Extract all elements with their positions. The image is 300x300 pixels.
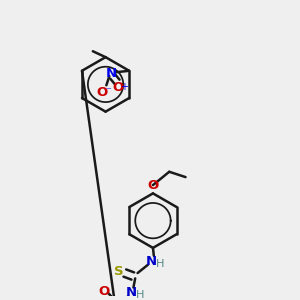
Text: N: N	[106, 67, 117, 80]
Text: H: H	[155, 259, 164, 269]
Text: ⁻: ⁻	[105, 86, 111, 97]
Text: S: S	[114, 265, 124, 278]
Text: O: O	[96, 86, 107, 99]
Text: +: +	[119, 82, 128, 92]
Text: O: O	[112, 81, 124, 94]
Text: O: O	[98, 285, 109, 298]
Text: O: O	[147, 179, 159, 192]
Text: N: N	[126, 286, 137, 299]
Text: H: H	[136, 290, 144, 300]
Text: N: N	[146, 255, 157, 268]
